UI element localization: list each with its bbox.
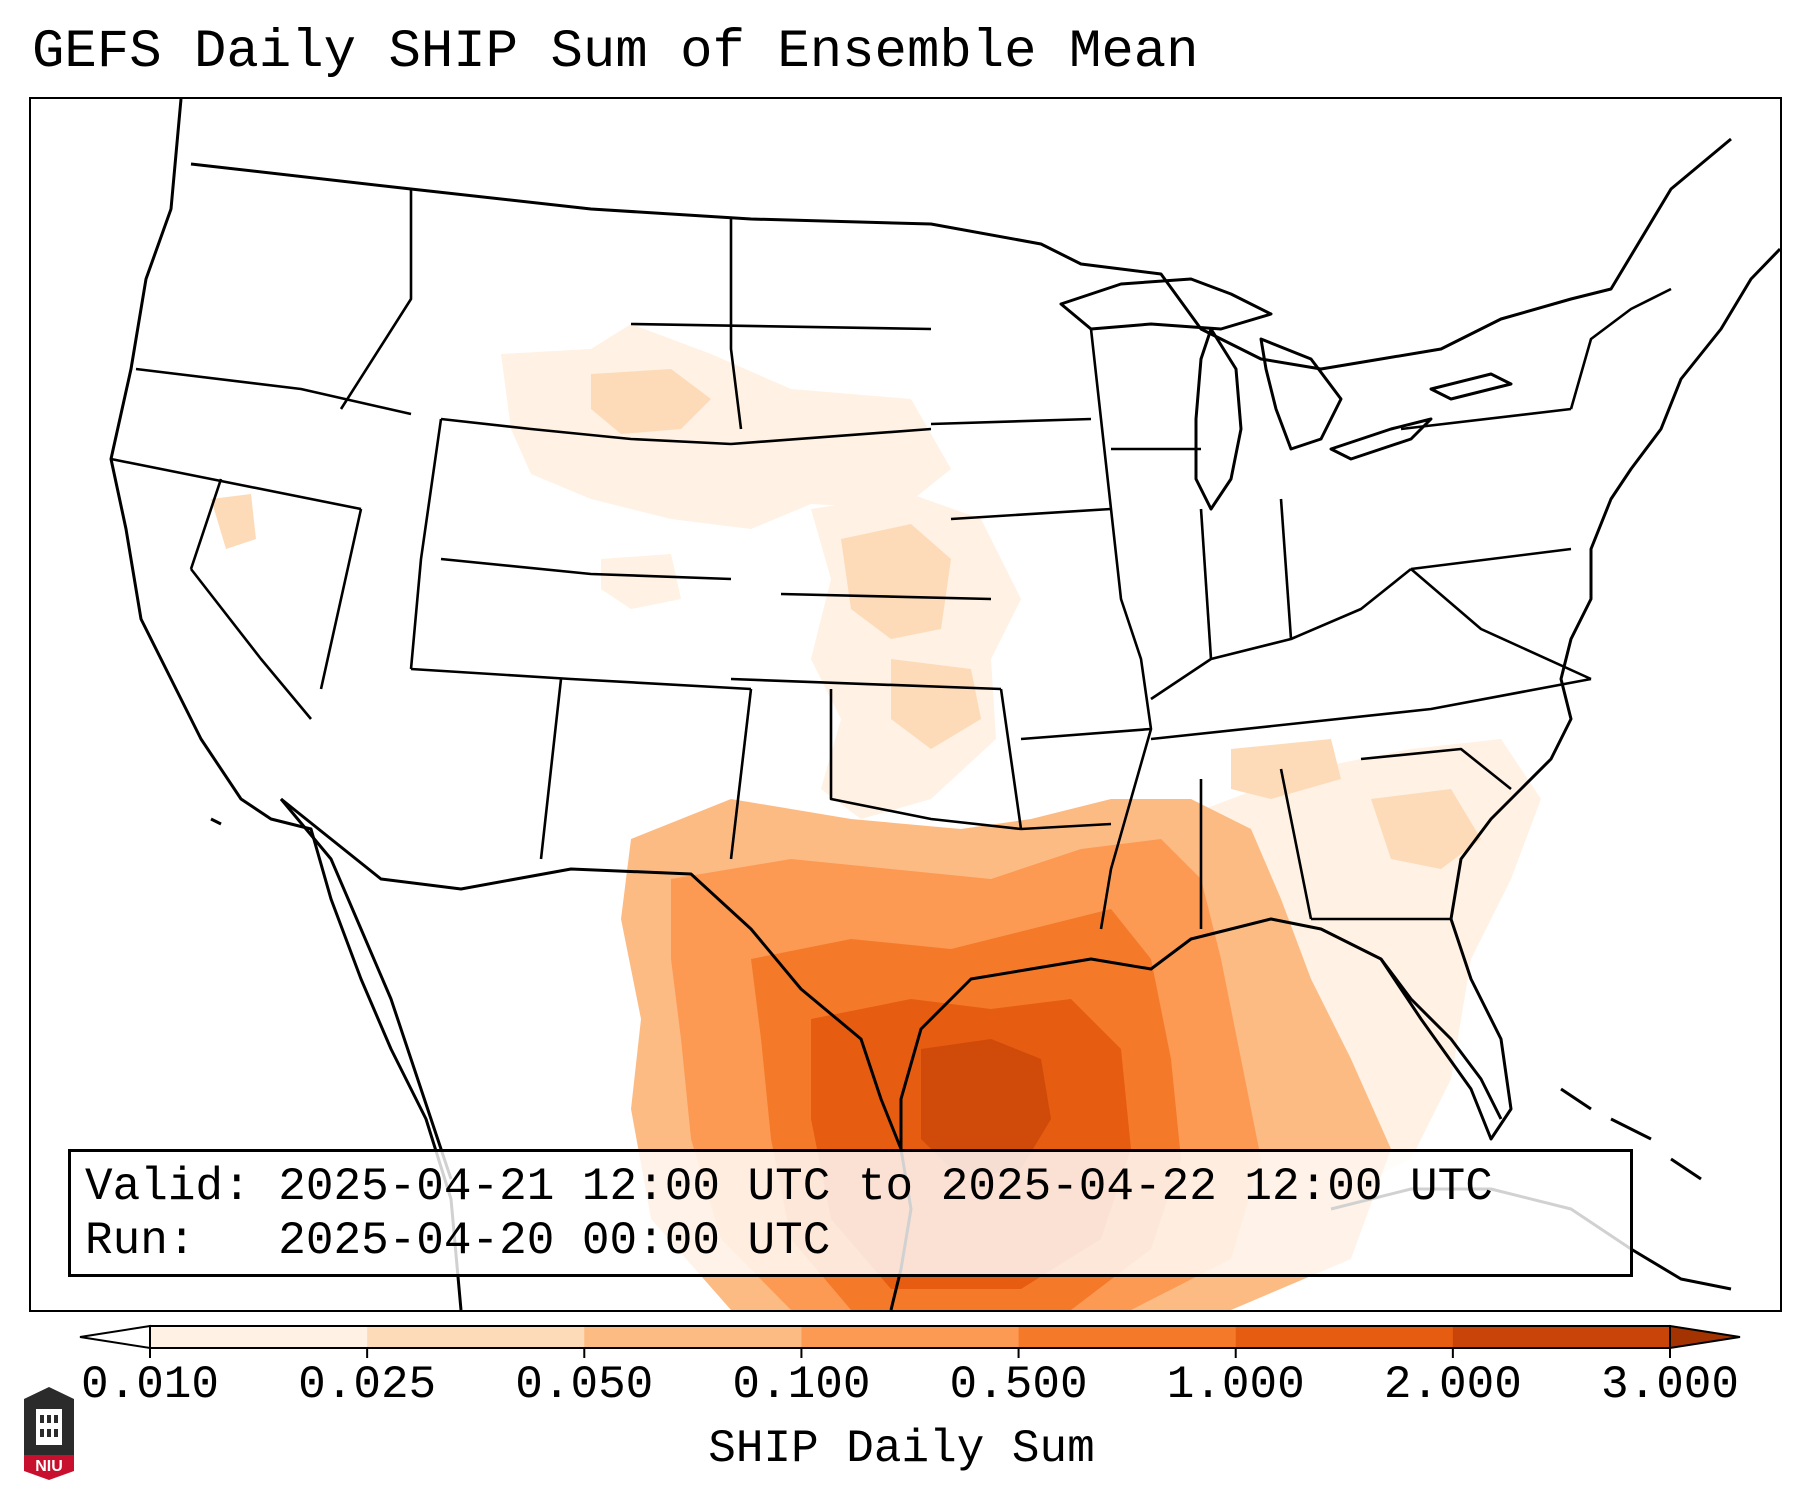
state-lines bbox=[110, 189, 1672, 930]
shade-sc-patch bbox=[1371, 789, 1481, 869]
shade-tennessee-patch bbox=[1231, 739, 1341, 799]
run-row: Run: 2025-04-20 00:00 UTC bbox=[85, 1214, 1630, 1268]
lake-michigan bbox=[1194, 327, 1243, 511]
colorbar bbox=[79, 1324, 1741, 1358]
shade-kansas-core bbox=[891, 659, 981, 749]
ne-ks-line bbox=[780, 592, 992, 601]
shade-nevada-patch bbox=[211, 494, 256, 549]
colorbar-tick-label: 0.500 bbox=[949, 1359, 1088, 1411]
colorbar-tick-label: 0.100 bbox=[732, 1359, 871, 1411]
run-value: 2025-04-20 00:00 UTC bbox=[278, 1215, 831, 1267]
colorbar-tick-label: 1.000 bbox=[1166, 1359, 1305, 1411]
shade-darkest-core bbox=[921, 1039, 1051, 1179]
niu-logo-icon: NIU bbox=[24, 1387, 74, 1480]
atlantic-coastline bbox=[1449, 247, 1780, 920]
pa-ny-line bbox=[1400, 407, 1572, 431]
bahamas-island-1 bbox=[1560, 1087, 1592, 1111]
sd-ne-line bbox=[730, 427, 932, 446]
co-nm-line bbox=[410, 667, 752, 691]
nv-ut-line bbox=[189, 478, 223, 570]
valid-label: Valid: bbox=[85, 1161, 251, 1213]
colorbar-segment bbox=[367, 1326, 585, 1348]
shade-nebraska-core bbox=[841, 524, 951, 639]
florida-coastline bbox=[1379, 958, 1503, 1120]
ca-nv-diag bbox=[189, 568, 312, 720]
lake-ontario bbox=[1429, 372, 1513, 401]
logo-text: NIU bbox=[35, 1458, 63, 1475]
pacific-coastline bbox=[109, 99, 463, 1310]
colorbar-segment bbox=[1452, 1326, 1671, 1348]
gulf-coastline bbox=[899, 917, 1513, 1149]
nv-az-line bbox=[319, 508, 363, 690]
bahamas-island-2 bbox=[1610, 1117, 1652, 1141]
us-canada-border bbox=[190, 137, 1732, 371]
colorbar-segment bbox=[801, 1326, 1020, 1348]
colorbar-segments bbox=[79, 1324, 1741, 1350]
wy-co-ne bbox=[440, 557, 732, 581]
mn-ia-line bbox=[930, 417, 1092, 426]
colorbar-label: SHIP Daily Sum bbox=[708, 1423, 1095, 1475]
colorbar-tick-label: 0.025 bbox=[298, 1359, 437, 1411]
ok-tx-line bbox=[829, 689, 1022, 831]
map-panel bbox=[29, 97, 1782, 1312]
ok-ar-line bbox=[999, 688, 1023, 830]
ia-mo-line bbox=[950, 507, 1112, 521]
shade-wyoming-patch bbox=[591, 369, 711, 434]
il-in-line bbox=[1199, 508, 1213, 660]
colorbar-segment bbox=[150, 1326, 368, 1348]
colorbar-ticks bbox=[149, 1348, 1671, 1358]
mississippi-river bbox=[1089, 328, 1153, 930]
colorbar-tick-label: 0.010 bbox=[80, 1359, 220, 1411]
bahamas-island-3 bbox=[1670, 1157, 1702, 1181]
colorbar-outline bbox=[149, 1325, 1671, 1349]
ks-ok-line bbox=[730, 677, 1002, 691]
run-label: Run: bbox=[85, 1215, 196, 1267]
or-ca-nv-line bbox=[110, 457, 362, 511]
dakotas-mn bbox=[729, 219, 743, 430]
chart-title: GEFS Daily SHIP Sum of Ensemble Mean bbox=[32, 22, 1199, 83]
colorbar-tick-label: 2.000 bbox=[1383, 1359, 1522, 1411]
channel-islands bbox=[210, 817, 222, 826]
valid-run-info-box: Valid: 2025-04-21 12:00 UTC to 2025-04-2… bbox=[68, 1149, 1633, 1277]
colorbar-segment bbox=[1018, 1326, 1237, 1348]
map-svg bbox=[109, 99, 1780, 1310]
al-ga-line bbox=[1279, 768, 1313, 920]
wa-or-line bbox=[135, 367, 412, 416]
us-mexico-border bbox=[280, 797, 903, 1150]
colorbar-segment bbox=[1235, 1326, 1454, 1348]
nc-sc-line bbox=[1360, 747, 1512, 791]
islands bbox=[210, 817, 1702, 1181]
mo-ar-line bbox=[1020, 727, 1152, 741]
ohio-river bbox=[1150, 567, 1412, 701]
lake-erie bbox=[1329, 417, 1433, 461]
colorbar-extend-high bbox=[1669, 1324, 1741, 1350]
ut-co-line bbox=[409, 418, 443, 670]
colorbar-segment bbox=[584, 1326, 802, 1348]
valid-row: Valid: 2025-04-21 12:00 UTC to 2025-04-2… bbox=[85, 1160, 1630, 1214]
mt-wy-line bbox=[440, 417, 732, 446]
colorbar-tick-label: 3.000 bbox=[1600, 1359, 1740, 1411]
colorbar-extend-low bbox=[79, 1324, 151, 1350]
colorbar-tick-label: 0.050 bbox=[515, 1359, 654, 1411]
pa-south bbox=[1410, 547, 1572, 571]
nd-sd-line bbox=[630, 322, 932, 331]
idaho-east bbox=[339, 189, 413, 410]
valid-value: 2025-04-21 12:00 UTC to 2025-04-22 12:00… bbox=[278, 1161, 1493, 1213]
ar-la-line bbox=[1020, 822, 1112, 831]
in-oh-line bbox=[1279, 498, 1293, 640]
new-england bbox=[1569, 287, 1672, 410]
tn-ky-line bbox=[1150, 677, 1592, 741]
nm-tx-line bbox=[729, 688, 753, 860]
lake-superior bbox=[1059, 277, 1273, 331]
shade-colorado-patch bbox=[601, 554, 681, 609]
az-nm-line bbox=[539, 678, 563, 860]
baja-coastline bbox=[279, 798, 453, 1180]
lake-huron bbox=[1259, 337, 1343, 451]
va-wv bbox=[1410, 568, 1592, 681]
